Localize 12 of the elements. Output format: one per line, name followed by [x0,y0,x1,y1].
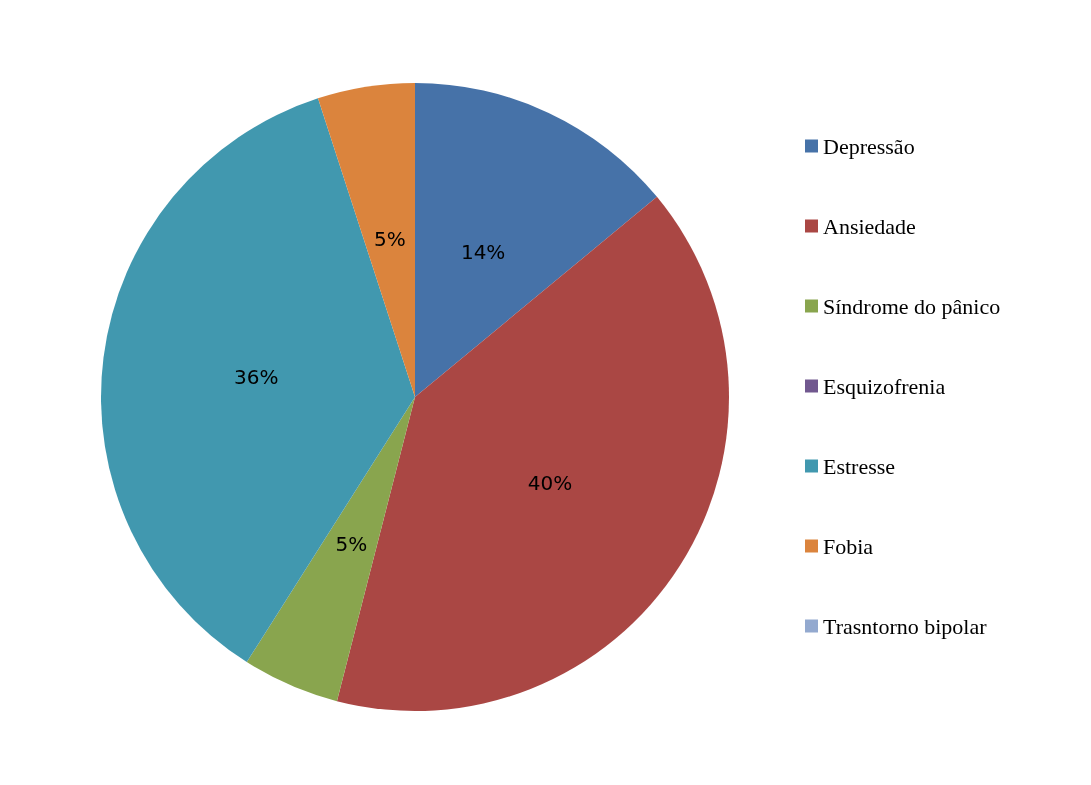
legend-label: Ansiedade [823,213,916,239]
legend-label: Síndrome do pânico [823,293,1001,319]
legend-label: Esquizofrenia [823,373,946,399]
data-label: 36% [234,364,279,389]
data-label: 40% [527,470,573,495]
data-label: 5% [374,226,406,251]
legend-label: Estresse [823,453,896,479]
legend-label: Trasntorno bipolar [823,613,988,639]
legend-label: Fobia [823,533,874,559]
data-label: 5% [335,531,368,556]
legend-label: Depressão [823,133,915,159]
data-label: 14% [460,240,506,265]
